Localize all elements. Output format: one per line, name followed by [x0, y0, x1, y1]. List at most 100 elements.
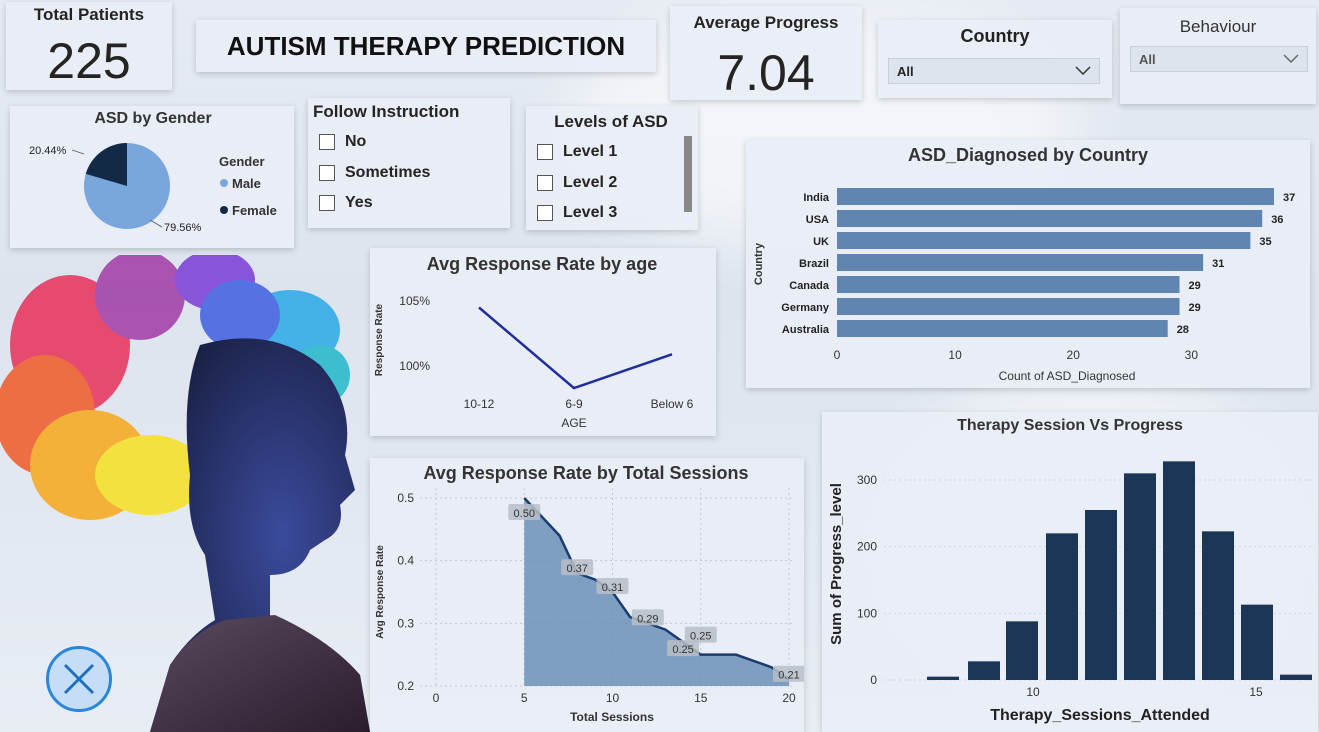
behaviour-dropdown[interactable]: All — [1130, 46, 1308, 72]
data-label: 0.31 — [602, 582, 623, 594]
country-dropdown[interactable]: All — [888, 58, 1100, 84]
y-tick-label: 0.4 — [397, 554, 414, 568]
x-tick-label: 20 — [782, 691, 796, 705]
x-tick-label: 5 — [521, 691, 528, 705]
option-label: No — [345, 133, 367, 150]
bar-value-label: 37 — [1283, 192, 1295, 204]
behaviour-slicer: Behaviour All — [1120, 8, 1316, 104]
bar-value-label: 36 — [1271, 214, 1283, 226]
pie-title: ASD by Gender — [94, 110, 211, 127]
therapy-bar — [1085, 510, 1117, 680]
country-chart-title: ASD_Diagnosed by Country — [908, 145, 1148, 165]
option-label: Yes — [345, 194, 373, 211]
age-x-tick: 6-9 — [565, 397, 583, 411]
country-y-axis-label: Country — [753, 242, 765, 285]
asd-by-gender-card: ASD by Gender 20.44% 79.56% Gender Male … — [10, 106, 294, 248]
bar-value-label: 35 — [1259, 236, 1271, 248]
age-y-axis-label: Response Rate — [374, 303, 385, 376]
sessions-chart-title: Avg Response Rate by Total Sessions — [423, 463, 748, 483]
therapy-bar — [927, 676, 959, 680]
follow-option-yes[interactable]: Yes — [319, 190, 373, 216]
age-x-tick: Below 6 — [651, 397, 694, 411]
average-progress-value: 7.04 — [717, 45, 815, 101]
response-by-sessions-card: Avg Response Rate by Total Sessions Avg … — [370, 458, 805, 732]
therapy-bar — [1241, 604, 1273, 680]
country-label: India — [803, 192, 830, 204]
country-label: Brazil — [799, 258, 829, 270]
level-option-2[interactable]: Level 2 — [537, 170, 617, 196]
therapy-bar — [1163, 461, 1195, 680]
scrollbar[interactable] — [684, 136, 692, 212]
behaviour-slicer-label: Behaviour — [1179, 17, 1257, 36]
bar-value-label: 29 — [1189, 302, 1201, 314]
y-tick-label: 200 — [857, 540, 877, 554]
y-tick-label: 100 — [857, 606, 877, 620]
follow-option-sometimes[interactable]: Sometimes — [319, 160, 430, 186]
checkbox[interactable] — [319, 195, 335, 211]
x-tick-label: 15 — [1249, 685, 1263, 699]
country-slicer: Country All — [878, 20, 1112, 98]
bar-canada — [837, 276, 1180, 293]
level-option-1[interactable]: Level 1 — [537, 139, 617, 165]
total-patients-title: Total Patients — [33, 5, 145, 24]
clear-filters-button[interactable] — [46, 646, 112, 712]
total-patients-card: Total Patients 225 — [6, 2, 172, 90]
data-label-box — [596, 578, 629, 594]
data-label-box — [667, 640, 700, 657]
age-x-axis-label: AGE — [561, 416, 586, 430]
age-series-line — [478, 306, 673, 390]
x-tick-label: 30 — [1185, 348, 1199, 362]
checkbox[interactable] — [537, 205, 553, 221]
data-label: 0.21 — [778, 670, 799, 682]
asd-by-country-chart: ASD_Diagnosed by Country Country Count o… — [753, 145, 1295, 383]
child-illustration — [0, 255, 370, 732]
bar-value-label: 28 — [1177, 324, 1189, 336]
level-option-3[interactable]: Level 3 — [537, 200, 617, 226]
response-by-sessions-chart: Avg Response Rate by Total Sessions Avg … — [375, 463, 805, 724]
checkbox[interactable] — [319, 134, 335, 150]
data-label: 0.25 — [672, 644, 693, 656]
data-label: 0.37 — [566, 563, 587, 575]
therapy-chart-title: Therapy Session Vs Progress — [957, 417, 1183, 434]
y-tick-label: 300 — [857, 473, 877, 487]
country-x-axis-label: Count of ASD_Diagnosed — [999, 369, 1136, 383]
data-label-box — [561, 559, 594, 576]
page-title: AUTISM THERAPY PREDICTION — [226, 30, 626, 61]
checkbox[interactable] — [537, 144, 553, 160]
therapy-bar — [1280, 674, 1312, 680]
x-tick-label: 10 — [606, 691, 620, 705]
country-label: Australia — [782, 324, 830, 336]
age-y-tick: 100% — [399, 359, 430, 373]
pie-legend-female: Female — [232, 203, 277, 218]
data-label-box — [508, 504, 541, 520]
therapy-bar — [1202, 531, 1234, 680]
pie-label-female: 20.44% — [29, 145, 67, 157]
bar-uk — [837, 232, 1251, 249]
pie-label-male: 79.56% — [164, 222, 202, 234]
data-label-box — [773, 665, 805, 682]
checkbox[interactable] — [537, 175, 553, 191]
bar-germany — [837, 298, 1180, 315]
levels-asd-title: Levels of ASD — [554, 112, 668, 131]
age-x-tick: 10-12 — [464, 397, 495, 411]
legend-marker-male — [220, 179, 228, 187]
follow-option-no[interactable]: No — [319, 129, 366, 155]
close-icon — [63, 663, 95, 695]
x-tick-label: 0 — [834, 348, 841, 362]
checkbox[interactable] — [319, 165, 335, 181]
y-tick-label: 0 — [870, 673, 877, 687]
y-tick-label: 0.5 — [397, 491, 414, 505]
country-label: USA — [806, 214, 829, 226]
bar-usa — [837, 210, 1263, 227]
option-label: Level 1 — [563, 143, 618, 160]
pie-leader-male — [149, 219, 163, 228]
bar-australia — [837, 320, 1168, 337]
asd-by-gender-chart: ASD by Gender 20.44% 79.56% Gender Male … — [29, 110, 277, 234]
response-by-age-card: Avg Response Rate by age Response Rate A… — [370, 248, 716, 436]
follow-instruction-title: Follow Instruction — [313, 102, 460, 121]
average-progress-title: Average Progress — [693, 13, 839, 32]
sessions-series-line — [523, 497, 790, 681]
country-label: Germany — [781, 302, 830, 314]
country-label: UK — [813, 236, 829, 248]
therapy-bar — [968, 661, 1000, 680]
